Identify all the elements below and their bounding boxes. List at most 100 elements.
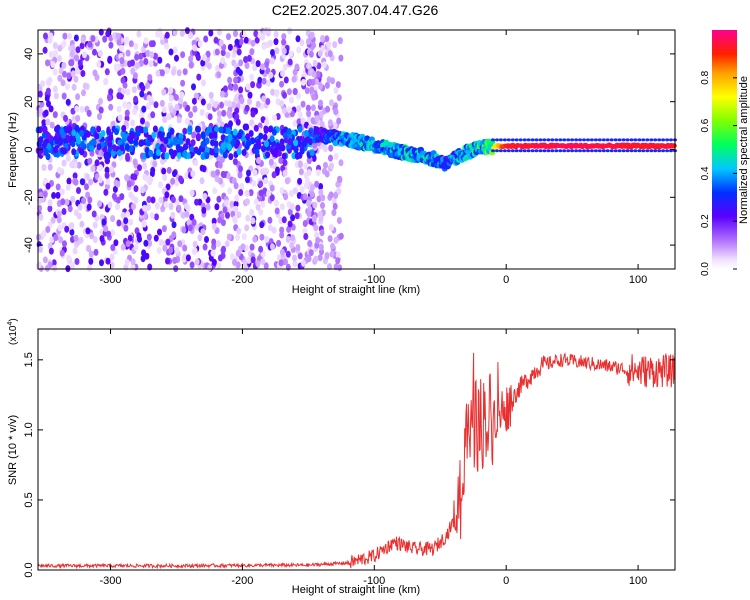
spectrogram-point [202, 192, 208, 200]
spectrogram-point [45, 87, 51, 95]
spectrogram-point [189, 189, 195, 197]
spectrogram-point [150, 111, 156, 119]
spectrogram-point [212, 101, 218, 109]
spectrogram-point [264, 140, 269, 148]
spectrogram-point [238, 86, 244, 94]
spectrogram-point [318, 183, 324, 190]
spectrogram-point [41, 230, 47, 238]
spectrogram-point [328, 154, 333, 162]
spectrogram-point [222, 85, 228, 93]
spectrogram-point [102, 35, 108, 43]
spectrogram-point [116, 92, 122, 100]
spectrogram-point [114, 64, 120, 72]
spectrogram-point [271, 226, 277, 234]
spectrogram-point [105, 257, 111, 265]
colorbar-tick-label: 0.2 [700, 214, 711, 228]
spectrogram-point [217, 161, 223, 169]
spectrogram-point [268, 39, 273, 47]
spectrogram-point [64, 198, 70, 206]
spectrogram-point [298, 168, 304, 176]
spectrogram-point [288, 96, 294, 104]
spectrogram-point [200, 59, 206, 67]
spectrogram-point [292, 187, 298, 195]
spectrogram-point [74, 258, 80, 265]
spectrogram-point [115, 203, 120, 211]
spectrogram-point [251, 179, 257, 187]
spectrogram-point [661, 138, 666, 142]
spectrogram-point [232, 258, 237, 266]
spectrogram-point [272, 114, 277, 122]
spectrogram-point [216, 195, 222, 203]
spectrogram-point [338, 54, 344, 62]
spectrogram-point [321, 61, 327, 69]
spectrogram-point [252, 64, 258, 72]
spectrogram-point [206, 103, 212, 111]
spectrogram-point [120, 243, 126, 251]
spectrogram-point [112, 185, 118, 193]
spectrogram-point [554, 138, 559, 142]
spectrogram-point [85, 227, 91, 235]
spectrogram-point [165, 183, 171, 191]
spectrogram-point [233, 205, 239, 213]
spectrogram-point [147, 239, 153, 247]
spectrogram-point [37, 126, 43, 134]
spectrogram-point [243, 36, 249, 44]
spectrogram-point [162, 116, 168, 124]
spectrogram-point [103, 152, 109, 160]
spectrogram-point [155, 142, 161, 150]
spectrogram-point [221, 245, 226, 253]
spectrogram-point [287, 220, 293, 228]
spectrogram-point [45, 153, 51, 161]
spectrogram-point [204, 152, 210, 160]
spectrogram-point [279, 100, 284, 108]
spectrogram-point [292, 254, 297, 262]
spectrogram-point [76, 161, 82, 169]
spectrogram-point [297, 177, 303, 185]
spectrogram-point [170, 177, 176, 185]
spectrogram-point [287, 27, 293, 35]
colorbar-tick-label: 0.0 [700, 262, 711, 276]
spectrogram-point [145, 82, 151, 90]
spectrogram-point [161, 106, 167, 114]
spectrogram-point [209, 148, 215, 156]
spectrogram-point [327, 235, 333, 243]
spectrogram-point [168, 48, 174, 56]
spectrogram-point [550, 138, 555, 142]
spectrogram-point [281, 38, 287, 46]
spectrogram-point [629, 138, 634, 142]
spectrogram-point [130, 119, 136, 127]
spectrogram-point [111, 144, 117, 152]
spectrogram-point [210, 249, 216, 257]
spectrogram-point [268, 158, 274, 166]
spectrogram-point [238, 189, 244, 196]
spectrogram-x-tick-label: -200 [231, 274, 253, 286]
snr-y-tick-label: 1.5 [23, 352, 35, 367]
spectrogram-point [661, 149, 666, 153]
spectrogram-point [111, 192, 117, 200]
spectrogram-point [105, 30, 111, 38]
spectrogram-point [244, 62, 250, 69]
spectrogram-point [613, 149, 618, 153]
spectrogram-point [534, 149, 539, 153]
spectrogram-point [131, 86, 137, 94]
spectrogram-point [66, 72, 72, 80]
spectrogram-x-label: Height of straight line (km) [292, 284, 420, 296]
spectrogram-y-tick-label: -40 [23, 237, 35, 253]
spectrogram-point [188, 111, 194, 119]
colorbar-tick-label: 0.4 [700, 166, 711, 180]
spectrogram-point [301, 259, 306, 267]
spectrogram-point [88, 257, 94, 265]
spectrogram-point [88, 250, 94, 258]
spectrogram-point [187, 125, 193, 133]
spectrogram-point [311, 215, 317, 223]
spectrogram-point [510, 138, 515, 142]
spectrogram-point [205, 50, 211, 58]
spectrogram-point [211, 238, 217, 246]
spectrogram-point [45, 118, 51, 126]
spectrogram-point [274, 89, 280, 97]
spectrogram-point [522, 138, 527, 142]
spectrogram-point [73, 34, 79, 42]
spectrogram-point [645, 149, 650, 153]
spectrogram-point [184, 117, 190, 125]
spectrogram-point [279, 248, 285, 256]
